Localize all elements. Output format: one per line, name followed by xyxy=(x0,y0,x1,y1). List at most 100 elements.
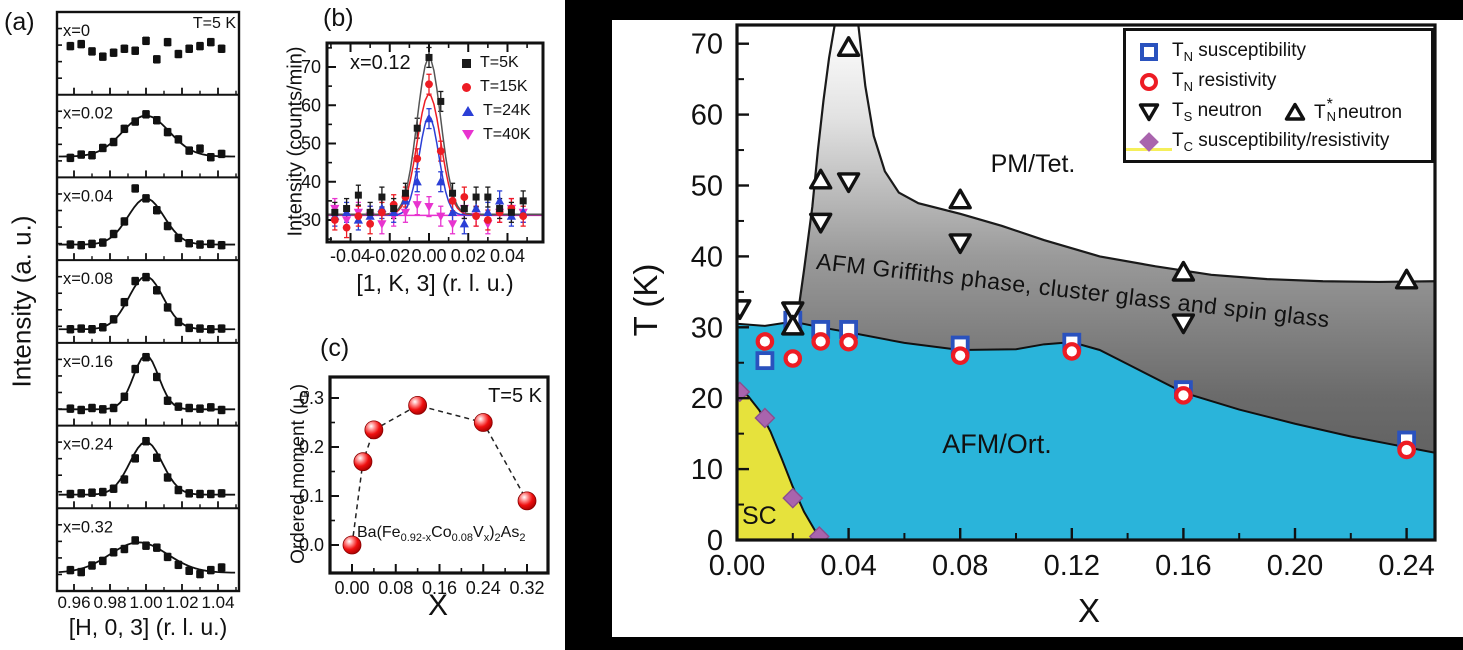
row-composition-label: x=0.02 xyxy=(63,105,113,123)
panel-b-y-axis-title: Intensity (counts/min) xyxy=(284,46,307,237)
row-composition-label: x=0.08 xyxy=(63,270,113,288)
series-tc xyxy=(737,381,830,540)
row-composition-label: x=0.24 xyxy=(63,436,113,454)
x-tick-label: 0.24 xyxy=(1378,550,1434,582)
x-tick-label: 0.16 xyxy=(1155,550,1211,582)
legend-label: TS neutron xyxy=(1172,100,1263,124)
formula-text: ) xyxy=(489,524,495,541)
y-tick-label: 0 xyxy=(707,525,723,557)
y-tick-label: 40 xyxy=(691,241,723,273)
t15k-circle-icon xyxy=(462,82,471,92)
chemical-formula: Ba(Fe0.92-xCo0.08Vx)2As2 xyxy=(357,524,525,544)
griffiths-boundary xyxy=(795,25,1435,321)
x-tick-label: 0.16 xyxy=(422,578,457,598)
t5k-square-icon xyxy=(462,58,471,68)
series-T=5K xyxy=(331,53,527,216)
series-T=15K xyxy=(330,80,528,232)
panel-a-row-x0.24: x=0.24 xyxy=(57,424,239,509)
data-points xyxy=(66,536,226,579)
phase-x-axis-title: X xyxy=(1077,592,1100,629)
x-tick-label: 0.20 xyxy=(1267,550,1323,582)
fit-curve-T=5K xyxy=(327,56,543,216)
y-tick-label: 60 xyxy=(301,95,321,115)
t40k-triangle-down-icon xyxy=(462,130,474,140)
y-tick-label: 50 xyxy=(301,134,321,154)
x-tick-label: 0.02 xyxy=(451,246,486,266)
tnstar-neutron-triangle-up-icon xyxy=(1276,102,1314,122)
phase-legend: TN susceptibility TN resistivity TS neut… xyxy=(1123,28,1434,163)
row-composition-label: x=0.32 xyxy=(63,518,113,536)
ordered-moment-points xyxy=(342,395,537,555)
legend-label: T=15K xyxy=(480,78,528,95)
formula-subscript: 2 xyxy=(494,532,501,545)
x-tick-label: 0.00 xyxy=(334,578,369,598)
series-ts_neutron xyxy=(737,172,1196,335)
y-tick-label: 0.0 xyxy=(299,535,324,555)
tn-susceptibility-open-square-icon xyxy=(1126,43,1172,61)
panel-c-y-axis-title: Ordered moment (μB) xyxy=(288,354,312,594)
t24k-triangle-up-icon xyxy=(462,106,474,116)
region-label-afm-ort: AFM/Ort. xyxy=(942,429,1052,459)
formula-text: As xyxy=(500,524,520,541)
x-tick-label: 1.02 xyxy=(165,593,198,612)
panel-b-legend: T=5K T=15K T=24K T=40K xyxy=(462,52,547,144)
x-tick-label: 0.00 xyxy=(411,246,446,266)
legend-label: TN susceptibility xyxy=(1172,40,1306,64)
x-tick-label: 0.98 xyxy=(93,593,126,612)
row-composition-label: x=0.04 xyxy=(63,187,113,205)
phase-y-axis-title: T (K) xyxy=(627,263,664,337)
y-tick-label: 0.1 xyxy=(299,486,324,506)
formula-text: Ba(Fe xyxy=(357,524,401,541)
x-tick-label: 1.00 xyxy=(129,593,162,612)
legend-item-tn-resistivity: TN resistivity xyxy=(1126,67,1431,97)
y-title-subscript: B xyxy=(299,390,312,398)
y-tick-label: 10 xyxy=(691,454,723,486)
y-tick-label: 0.3 xyxy=(299,388,324,408)
y-title-close: ) xyxy=(288,383,310,391)
data-points xyxy=(66,36,226,64)
region-label-sc: SC xyxy=(742,502,777,530)
x-tick-label: 0.04 xyxy=(820,550,876,582)
formula-subscript: 0.08 xyxy=(451,532,474,545)
legend-item-t24k: T=24K xyxy=(462,100,531,122)
data-points xyxy=(66,110,226,163)
x-tick-label: 0.12 xyxy=(1044,550,1100,582)
x-tick-label: 0.96 xyxy=(57,593,90,612)
panel-a-row-x0.04: x=0.04 xyxy=(57,176,239,261)
formula-subscript: x xyxy=(483,532,490,545)
legend-item-t5k: T=5K xyxy=(462,52,519,74)
panel-c-letter: (c) xyxy=(320,334,350,362)
region-label-pm-tet: PM/Tet. xyxy=(990,150,1076,178)
y-tick-label: 70 xyxy=(691,29,723,61)
formula-subscript: 2 xyxy=(519,532,526,545)
panel-a-letter: (a) xyxy=(4,8,35,36)
panel-a-x-axis-title: [H, 0, 3] (r. l. u.) xyxy=(68,614,228,640)
panel-b-plot: 30 40 50 60 70 -0.04-0.02 0.00 0.02 0.04 xyxy=(301,41,545,266)
x-tick-label: 0.32 xyxy=(509,578,544,598)
tn-resistivity-open-circle-icon xyxy=(1126,73,1172,91)
panel-a-row-x0.08: x=0.08 xyxy=(57,259,239,343)
data-points xyxy=(66,436,226,499)
phase-markers xyxy=(737,36,1419,540)
y-tick-label: 50 xyxy=(691,171,723,203)
tc-diamond-icon xyxy=(1126,132,1172,152)
legend-label: T=24K xyxy=(483,102,531,119)
x-tick-label: 0.00 xyxy=(709,550,765,582)
legend-label: TC susceptibility/resistivity xyxy=(1172,130,1390,154)
y-tick-label: 70 xyxy=(301,57,321,77)
phase-regions xyxy=(737,25,1435,540)
legend-label: TN resistivity xyxy=(1172,70,1277,94)
series-tn_resistivity xyxy=(755,332,1416,460)
panel-c-temperature-note: T=5 K xyxy=(488,385,542,407)
series-tnstar_neutron xyxy=(781,36,1419,336)
legend-item-tn-susceptibility: TN susceptibility xyxy=(1126,37,1431,67)
y-tick-label: 30 xyxy=(691,312,723,344)
data-points xyxy=(66,272,226,334)
row-composition-label: x=0.16 xyxy=(63,353,113,371)
data-points xyxy=(66,352,226,415)
panel-a-temperature-note: T=5 K xyxy=(192,15,236,32)
x-tick-label: 0.08 xyxy=(378,578,413,598)
